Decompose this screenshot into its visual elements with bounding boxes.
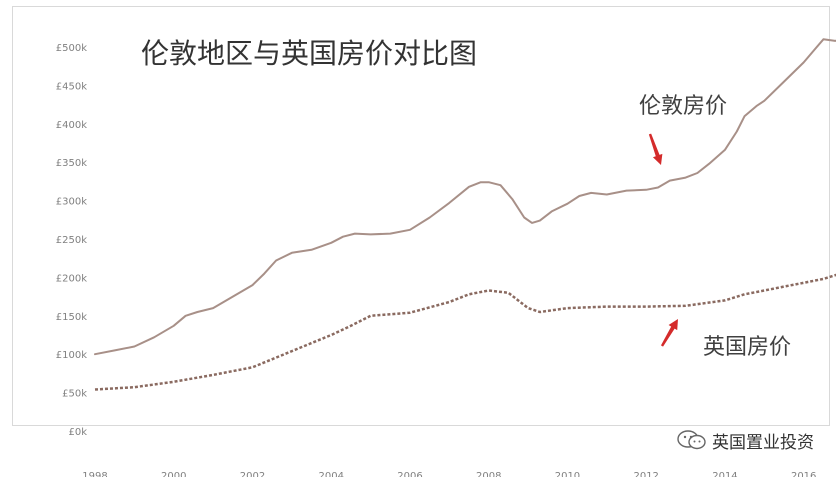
- x-tick-label: 1998: [82, 471, 107, 477]
- x-tick-label: 2002: [240, 471, 265, 477]
- y-tick-label: £50k: [62, 389, 87, 400]
- y-tick-label: £200k: [56, 273, 87, 284]
- chart-plot: 伦敦地区与英国房价对比图 £0k £50k £100k £150k £200k £250k…: [56, 37, 836, 477]
- y-tick-label: £150k: [56, 312, 87, 323]
- watermark: 英国置业投资: [676, 428, 814, 453]
- y-tick-label: £400k: [56, 120, 87, 131]
- x-tick-label: 2000: [161, 471, 186, 477]
- uk-arrow-icon: [660, 319, 678, 347]
- uk-series-line: [94, 273, 836, 391]
- y-tick-label: £350k: [56, 158, 87, 169]
- series-layer: [94, 38, 836, 391]
- x-tick-label: 2010: [555, 471, 580, 477]
- watermark-text: 英国置业投资: [712, 432, 814, 453]
- uk-series-label: 英国房价: [703, 335, 791, 360]
- london-series-label: 伦敦房价: [639, 94, 727, 119]
- london-arrow-icon: [648, 133, 663, 165]
- x-tick-label: 2012: [633, 471, 658, 477]
- y-tick-label: £300k: [56, 197, 87, 208]
- y-tick-label: £450k: [56, 81, 87, 92]
- x-tick-label: 2004: [319, 471, 344, 477]
- london-series-line: [94, 38, 836, 356]
- y-tick-label: £500k: [56, 43, 87, 54]
- arrow-shape: [648, 133, 663, 165]
- x-tick-label: 2014: [712, 471, 737, 477]
- chart-frame: 伦敦地区与英国房价对比图 £0k £50k £100k £150k £200k £250k…: [12, 6, 836, 477]
- y-tick-label: £100k: [56, 350, 87, 361]
- chart-title: 伦敦地区与英国房价对比图: [141, 37, 477, 70]
- x-tick-label: 2006: [397, 471, 422, 477]
- y-axis-ticks: £0k £50k £100k £150k £200k £250k £300k £350k £40…: [56, 43, 87, 438]
- x-tick-label: 2008: [476, 471, 501, 477]
- x-tick-label: 2016: [791, 471, 816, 477]
- x-axis-ticks: 1998 2000 2002 2004 2006 2008 2010 2012 2014 2016: [82, 471, 816, 477]
- y-tick-label: £0k: [68, 427, 87, 438]
- y-tick-label: £250k: [56, 235, 87, 246]
- arrow-shape: [660, 319, 678, 347]
- wechat-icon: [677, 430, 706, 450]
